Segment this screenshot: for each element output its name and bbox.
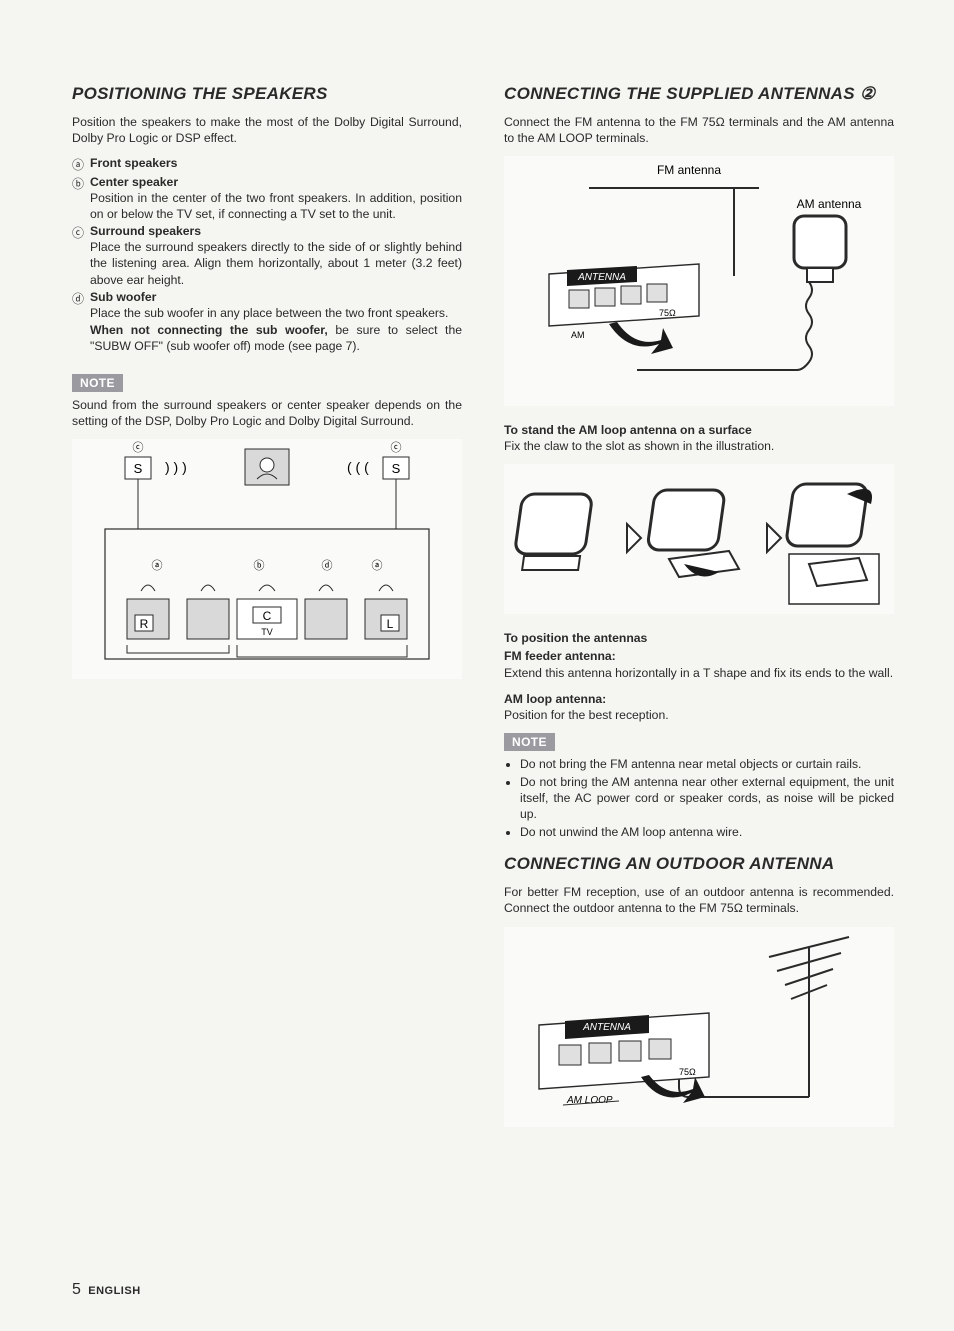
desc-surround-speakers: Place the surround speakers directly to … [90, 239, 462, 287]
outdoor-antenna-diagram: ANTENNA 75Ω AM LOOP [504, 927, 894, 1127]
position-heading: To position the antennas [504, 630, 894, 646]
note-text-left: Sound from the surround speakers or cent… [72, 397, 462, 429]
title-front-speakers: Front speakers [90, 156, 462, 170]
title-center-speaker: Center speaker [90, 175, 462, 189]
note-2: Do not bring the AM antenna near other e… [520, 774, 894, 822]
manual-page: POSITIONING THE SPEAKERS Position the sp… [0, 0, 954, 1331]
svg-text:AM antenna: AM antenna [797, 197, 862, 211]
surround-right: S ⓒ ( ( ( [347, 441, 409, 479]
right-column: CONNECTING THE SUPPLIED ANTENNAS ② Conne… [504, 84, 894, 1143]
antenna-connection-diagram: FM antenna AM antenna ANTENNA [504, 156, 894, 406]
item-front-speakers: ⓐ Front speakers [72, 156, 462, 173]
svg-text:ANTENNA: ANTENNA [577, 272, 626, 283]
svg-text:ⓓ: ⓓ [322, 559, 333, 572]
marker-d: ⓓ [72, 290, 90, 354]
outdoor-text: For better FM reception, use of an outdo… [504, 884, 894, 916]
svg-text:S: S [392, 461, 401, 476]
title-surround-speakers: Surround speakers [90, 224, 462, 238]
svg-text:S: S [134, 461, 143, 476]
note-list-right: Do not bring the FM antenna near metal o… [504, 756, 894, 840]
front-row: R C TV L [127, 599, 407, 639]
svg-text:75Ω: 75Ω [659, 308, 676, 318]
page-language: ENGLISH [88, 1285, 140, 1297]
heading-outdoor-antenna: CONNECTING AN OUTDOOR ANTENNA [504, 854, 894, 874]
page-number: 5 [72, 1281, 81, 1298]
item-center-speaker: ⓑ Center speaker Position in the center … [72, 175, 462, 222]
am-loop-stand-diagram [504, 464, 894, 614]
terminal-block: ANTENNA 75Ω AM [549, 264, 699, 340]
am-loop-text: Position for the best reception. [504, 707, 894, 723]
positioning-intro: Position the speakers to make the most o… [72, 114, 462, 146]
svg-text:ⓒ: ⓒ [391, 441, 402, 454]
two-column-layout: POSITIONING THE SPEAKERS Position the sp… [72, 84, 894, 1143]
svg-text:) ) ): ) ) ) [165, 459, 187, 475]
item-sub-woofer: ⓓ Sub woofer Place the sub woofer in any… [72, 290, 462, 354]
fm-feeder-heading: FM feeder antenna: [504, 648, 894, 664]
heading-connecting-text: CONNECTING THE SUPPLIED ANTENNAS [504, 84, 860, 103]
step-2 [647, 490, 739, 577]
surround-left: S ⓒ ) ) ) [125, 441, 187, 479]
fm-feeder-text: Extend this antenna horizontally in a T … [504, 665, 894, 681]
note-3: Do not unwind the AM loop antenna wire. [520, 824, 894, 840]
svg-text:ⓑ: ⓑ [254, 559, 265, 572]
marker-a: ⓐ [72, 156, 90, 173]
am-loop-heading: AM loop antenna: [504, 691, 894, 707]
listener-icon [245, 449, 289, 485]
svg-text:ANTENNA: ANTENNA [582, 1022, 631, 1033]
step-1 [514, 494, 592, 570]
note-1: Do not bring the FM antenna near metal o… [520, 756, 894, 772]
svg-text:TV: TV [261, 627, 273, 637]
subw-off-bold: When not connecting the sub woofer, [90, 323, 328, 337]
desc-sub-woofer-extra: When not connecting the sub woofer, be s… [90, 322, 462, 354]
stand-text: Fix the claw to the slot as shown in the… [504, 438, 894, 454]
title-sub-woofer: Sub woofer [90, 290, 462, 304]
arrow-icon-2 [767, 524, 781, 552]
speaker-layout-diagram: S ⓒ ) ) ) S ⓒ ( ( ( [72, 439, 462, 679]
marker-c: ⓒ [72, 224, 90, 287]
svg-text:L: L [387, 617, 394, 631]
desc-sub-woofer: Place the sub woofer in any place betwee… [90, 305, 462, 321]
page-footer: 5 ENGLISH [72, 1281, 141, 1299]
svg-text:( ( (: ( ( ( [347, 459, 369, 475]
heading-connecting-antennas: CONNECTING THE SUPPLIED ANTENNAS ② [504, 84, 894, 104]
svg-text:C: C [263, 609, 272, 623]
note-badge-left: NOTE [72, 374, 123, 392]
am-stand-svg [504, 464, 894, 614]
svg-text:R: R [140, 617, 149, 631]
marker-b: ⓑ [72, 175, 90, 222]
antenna-svg: FM antenna AM antenna ANTENNA [504, 156, 894, 406]
note-badge-right: NOTE [504, 733, 555, 751]
speaker-layout-svg: S ⓒ ) ) ) S ⓒ ( ( ( [72, 439, 462, 679]
svg-text:FM antenna: FM antenna [657, 163, 721, 177]
speaker-list: ⓐ Front speakers ⓑ Center speaker Positi… [72, 156, 462, 354]
stand-heading: To stand the AM loop antenna on a surfac… [504, 422, 894, 438]
svg-text:ⓒ: ⓒ [133, 441, 144, 454]
svg-text:75Ω: 75Ω [679, 1067, 696, 1077]
step-3 [785, 484, 879, 604]
arrow-icon [627, 524, 641, 552]
svg-text:ⓐ: ⓐ [372, 559, 383, 572]
item-surround-speakers: ⓒ Surround speakers Place the surround s… [72, 224, 462, 287]
desc-center-speaker: Position in the center of the two front … [90, 190, 462, 222]
left-column: POSITIONING THE SPEAKERS Position the sp… [72, 84, 462, 1143]
connecting-intro: Connect the FM antenna to the FM 75Ω ter… [504, 114, 894, 146]
svg-text:ⓐ: ⓐ [152, 559, 163, 572]
outdoor-svg: ANTENNA 75Ω AM LOOP [504, 927, 894, 1127]
svg-text:AM: AM [571, 330, 585, 340]
heading-step-2: ② [860, 84, 876, 103]
heading-positioning: POSITIONING THE SPEAKERS [72, 84, 462, 104]
